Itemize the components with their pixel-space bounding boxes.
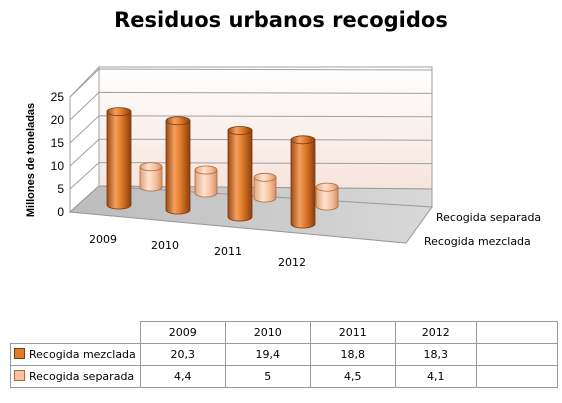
table-header-row: 2009 2010 2011 2012 [10,321,558,344]
bar-separada-2012 [315,182,339,211]
bar-separada-2010 [194,165,218,198]
x-tick-label: 2011 [214,245,242,258]
table-row-label: Recogida separada [10,365,141,388]
legend-swatch-separada [14,370,25,381]
y-tick-label: 20 [51,113,65,127]
y-tick-label: 25 [51,90,65,104]
bar-separada-2009 [139,162,163,192]
cylinder-body [106,111,132,210]
cylinder-body [194,169,218,198]
legend-swatch-mezclada [14,348,25,359]
legend-label-separada: Recogida separada [29,370,135,383]
gridline [69,91,433,121]
y-tick-label: 10 [51,159,65,173]
chart-plot: 0 5 10 15 20 25 Millones de toneladas 2009 2010… [25,65,541,269]
cylinder-top [106,107,132,117]
bar-mezclada-2012 [290,135,316,229]
gridline [69,138,433,167]
cylinder-body [165,120,191,215]
table-header-2010: 2010 [224,321,311,344]
cylinder-body [227,130,253,222]
table-header-2009: 2009 [139,321,226,344]
table-corner-cell [10,321,141,344]
cylinder-top [139,162,163,172]
table-cell: 20,3 [139,343,226,366]
y-tick-label: 5 [57,182,64,196]
series-label-separada: Recogida separada [436,211,541,224]
table-cell: 4,1 [394,365,477,388]
table-cell: 18,8 [309,343,396,366]
cylinder-body [290,139,316,229]
table-row: Recogida mezclada 20,3 19,4 18,8 18,3 [10,343,558,366]
cylinder-body [139,166,163,192]
x-tick-label: 2009 [89,233,117,246]
y-tick-label: 15 [51,136,65,150]
table-cell: 5 [224,365,311,388]
table-cell: 4,5 [309,365,396,388]
cylinder-top [165,116,191,126]
chart-title: Residuos urbanos recogidos [114,8,448,32]
cylinder-top [315,182,339,192]
bar-separada-2011 [253,172,277,203]
table-empty-cell [475,365,558,388]
table-header-2012: 2012 [394,321,477,344]
legend-label-mezclada: Recogida mezclada [29,348,136,361]
gridline [69,162,433,190]
cylinder-top [290,135,316,145]
cylinder-top [227,126,253,135]
cylinder-body [315,186,339,211]
table-row-label: Recogida mezclada [10,343,141,366]
cylinder-top [194,165,218,175]
x-tick-label: 2012 [278,256,306,269]
bar-mezclada-2009 [106,107,132,210]
table-empty-cell [475,343,558,366]
y-tick-label: 0 [57,205,64,219]
cylinder-body [253,176,277,203]
table-header-2011: 2011 [309,321,396,344]
table-cell: 18,3 [394,343,477,366]
gridline [69,115,433,144]
table-cell: 19,4 [224,343,311,366]
data-table: 2009 2010 2011 2012 Recogida mezclada 20… [10,321,558,388]
table-row: Recogida separada 4,4 5 4,5 4,1 [10,365,558,388]
x-tick-label: 2010 [151,239,179,252]
series-label-mezclada: Recogida mezclada [424,235,531,248]
bar-mezclada-2011 [227,126,253,222]
cylinder-top [253,172,277,182]
bar-mezclada-2010 [165,116,191,215]
gridline [69,68,433,98]
table-cell: 4,4 [139,365,226,388]
y-axis-label: Millones de toneladas [25,103,37,217]
table-empty-header [475,321,558,344]
